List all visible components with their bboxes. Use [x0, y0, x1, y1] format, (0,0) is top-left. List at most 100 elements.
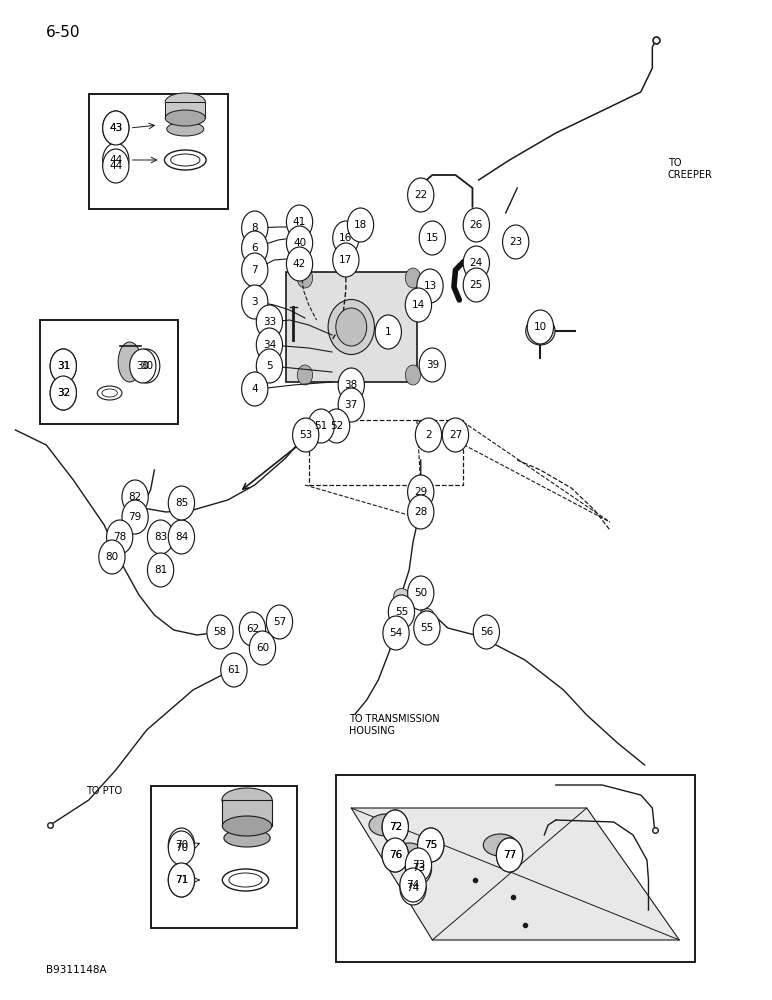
- Text: 8: 8: [252, 223, 258, 233]
- Text: 7: 7: [252, 265, 258, 275]
- Circle shape: [442, 418, 469, 452]
- Text: 27: 27: [449, 430, 462, 440]
- Text: 41: 41: [293, 217, 306, 227]
- Text: 75: 75: [424, 840, 438, 850]
- Text: 18: 18: [354, 220, 367, 230]
- Text: 70: 70: [174, 840, 188, 850]
- Circle shape: [249, 631, 276, 665]
- Circle shape: [496, 838, 523, 872]
- Text: 74: 74: [406, 880, 420, 890]
- Ellipse shape: [425, 235, 439, 249]
- Text: 71: 71: [174, 875, 188, 885]
- Ellipse shape: [291, 220, 308, 234]
- Circle shape: [347, 208, 374, 242]
- Text: 33: 33: [262, 317, 276, 327]
- Text: 72: 72: [388, 822, 402, 832]
- Text: TO
CREEPER: TO CREEPER: [668, 158, 713, 180]
- Text: 31: 31: [56, 361, 70, 371]
- Ellipse shape: [249, 222, 261, 234]
- Text: 37: 37: [344, 400, 358, 410]
- FancyBboxPatch shape: [222, 800, 272, 826]
- Circle shape: [400, 871, 426, 905]
- Ellipse shape: [469, 225, 484, 239]
- Ellipse shape: [249, 242, 261, 254]
- FancyBboxPatch shape: [40, 320, 178, 424]
- Text: 43: 43: [109, 123, 123, 133]
- Text: 84: 84: [174, 532, 188, 542]
- Circle shape: [293, 418, 319, 452]
- Circle shape: [382, 810, 408, 844]
- Ellipse shape: [479, 628, 493, 641]
- Polygon shape: [351, 808, 679, 940]
- FancyBboxPatch shape: [165, 102, 205, 118]
- Circle shape: [242, 231, 268, 265]
- Ellipse shape: [394, 588, 409, 603]
- Ellipse shape: [212, 628, 228, 642]
- Text: 32: 32: [56, 388, 70, 398]
- Ellipse shape: [336, 308, 367, 346]
- Circle shape: [418, 828, 444, 862]
- Text: 29: 29: [414, 487, 428, 497]
- Circle shape: [168, 831, 195, 865]
- Circle shape: [382, 838, 408, 872]
- Text: 42: 42: [293, 259, 306, 269]
- Circle shape: [168, 486, 195, 520]
- Text: 3: 3: [252, 297, 258, 307]
- Circle shape: [323, 409, 350, 443]
- Circle shape: [242, 253, 268, 287]
- Ellipse shape: [381, 328, 396, 342]
- Circle shape: [103, 143, 129, 177]
- Ellipse shape: [526, 317, 555, 345]
- Circle shape: [207, 615, 233, 649]
- Text: 16: 16: [339, 233, 353, 243]
- Circle shape: [242, 285, 268, 319]
- Ellipse shape: [425, 360, 440, 375]
- Ellipse shape: [469, 263, 483, 277]
- Ellipse shape: [337, 235, 350, 249]
- Text: TO PTO: TO PTO: [86, 786, 123, 796]
- Text: 2: 2: [425, 430, 432, 440]
- Ellipse shape: [224, 829, 270, 847]
- Text: 75: 75: [424, 840, 438, 850]
- Text: 77: 77: [503, 850, 516, 860]
- Text: 76: 76: [388, 850, 402, 860]
- Ellipse shape: [245, 624, 259, 638]
- Circle shape: [382, 810, 408, 844]
- Circle shape: [286, 226, 313, 260]
- Ellipse shape: [171, 154, 200, 166]
- Text: 51: 51: [314, 421, 328, 431]
- Circle shape: [122, 500, 148, 534]
- Circle shape: [405, 365, 421, 385]
- Circle shape: [168, 863, 195, 897]
- Ellipse shape: [164, 150, 206, 170]
- Ellipse shape: [155, 537, 166, 547]
- Text: 56: 56: [479, 627, 493, 637]
- Circle shape: [419, 348, 445, 382]
- Circle shape: [147, 553, 174, 587]
- Text: 80: 80: [105, 552, 119, 562]
- Ellipse shape: [249, 264, 261, 276]
- Circle shape: [50, 376, 76, 410]
- Ellipse shape: [222, 869, 269, 891]
- Circle shape: [527, 310, 554, 344]
- Ellipse shape: [257, 646, 268, 656]
- Text: 38: 38: [344, 380, 358, 390]
- FancyBboxPatch shape: [286, 272, 417, 382]
- Ellipse shape: [102, 389, 117, 397]
- Text: 73: 73: [411, 863, 425, 873]
- Circle shape: [333, 221, 359, 255]
- Circle shape: [50, 349, 76, 383]
- Ellipse shape: [369, 814, 403, 836]
- Text: 32: 32: [56, 388, 70, 398]
- Circle shape: [405, 851, 432, 885]
- Ellipse shape: [167, 122, 204, 136]
- Text: 60: 60: [256, 643, 269, 653]
- Text: 77: 77: [503, 850, 516, 860]
- Text: 39: 39: [425, 360, 439, 370]
- Circle shape: [333, 243, 359, 277]
- Ellipse shape: [155, 569, 166, 579]
- Ellipse shape: [533, 323, 548, 339]
- Circle shape: [256, 305, 283, 339]
- Text: 10: 10: [533, 322, 547, 332]
- Circle shape: [122, 480, 148, 514]
